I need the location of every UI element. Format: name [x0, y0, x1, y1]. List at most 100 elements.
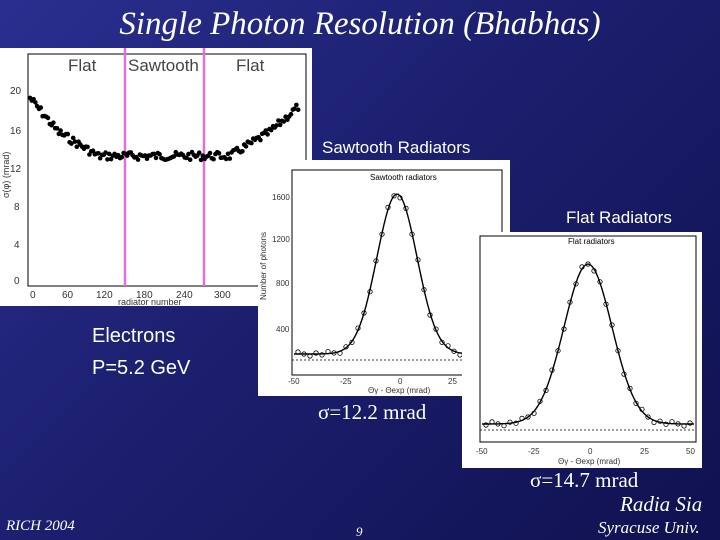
histogram-point [543, 387, 549, 393]
scatter-point [227, 156, 233, 161]
histogram-point [349, 339, 355, 345]
x-axis-label: Θγ - Θexp (mrad) [368, 386, 431, 395]
y-axis-label: Number of photons [259, 232, 268, 300]
scatter-point [277, 122, 283, 128]
footer-page-number: 9 [356, 524, 363, 539]
scatter-point [276, 118, 281, 123]
scatter-point [106, 151, 112, 157]
region-label-flat-left: Flat [68, 56, 97, 75]
scatter-point [274, 123, 279, 128]
fit-curve [482, 263, 694, 425]
y-tick: 1600 [272, 193, 290, 202]
histogram-point [445, 343, 451, 349]
histogram-point [355, 325, 361, 331]
scatter-point [119, 154, 125, 160]
histogram-point [555, 348, 561, 354]
scatter-point [54, 126, 60, 131]
histogram-point [537, 398, 543, 404]
histogram-point [403, 205, 409, 212]
flat-radiators-label: Flat Radiators [566, 208, 672, 227]
histogram-point [433, 326, 439, 332]
histogram-point [651, 419, 657, 425]
electron-caption-line1: Electrons [92, 325, 176, 347]
histogram-point [313, 350, 319, 356]
histogram-point [567, 299, 573, 305]
scatter-point [240, 149, 245, 154]
histogram-point [603, 301, 609, 307]
histogram-point [361, 310, 367, 316]
histogram-point [645, 414, 651, 420]
histogram-point [519, 415, 525, 421]
scatter-point [187, 157, 193, 162]
scatter-point [268, 127, 274, 133]
scatter-point [294, 102, 299, 108]
scatter-point [72, 139, 78, 144]
slide-title: Single Photon Resolution (Bhabhas) [119, 6, 601, 42]
y-tick: 1200 [272, 235, 290, 244]
x-tick: -25 [340, 377, 352, 386]
scatter-point [207, 150, 213, 156]
histogram-point [325, 349, 331, 355]
scatter-point [171, 154, 177, 159]
histogram-point [687, 420, 693, 426]
x-tick: 0 [398, 377, 403, 386]
y-tick: 0 [14, 276, 20, 287]
histogram-point [669, 419, 675, 425]
scatter-point [103, 150, 108, 155]
histogram-point [373, 258, 379, 264]
histogram-point [597, 279, 603, 285]
x-tick: 0 [30, 290, 36, 301]
x-tick: 50 [686, 447, 695, 456]
histogram-point [675, 421, 681, 427]
scatter-point [263, 128, 269, 133]
y-tick: 12 [10, 164, 22, 175]
histogram-points [483, 261, 693, 429]
histogram-point [483, 422, 489, 428]
region-label-sawtooth: Sawtooth [128, 56, 199, 75]
x-tick: -50 [476, 447, 488, 456]
scatter-point [292, 106, 297, 111]
scatter-point [157, 151, 162, 157]
x-tick: 120 [96, 290, 113, 301]
sawtooth-sigma: σ=12.2 mrad [318, 400, 427, 424]
scatter-point [153, 155, 159, 161]
scatter-point [45, 115, 51, 121]
scatter-point [151, 151, 157, 157]
histogram-point [591, 268, 597, 274]
scatter-point [85, 144, 90, 150]
flat-histogram: Flat radiators -50 -25 0 25 50 Θγ - Θexp… [476, 235, 697, 466]
scatter-point [258, 137, 263, 143]
scatter-point [288, 111, 294, 117]
histogram-point [657, 418, 663, 424]
histogram-point [579, 264, 585, 270]
histogram-point [609, 322, 615, 328]
scatter-point [69, 141, 74, 146]
x-tick: -25 [528, 447, 540, 456]
histogram-point [639, 406, 645, 412]
footer-institution: Syracuse Univ. [598, 518, 700, 537]
scatter-point [97, 155, 103, 161]
scatter-point [70, 135, 76, 141]
histogram-point [615, 348, 621, 354]
y-tick: 8 [14, 202, 20, 213]
scatter-point [105, 157, 110, 162]
scatter-point [51, 120, 56, 125]
scatter-point [135, 157, 141, 162]
histogram-point [561, 326, 567, 332]
histogram-point [621, 371, 627, 377]
histogram-point [295, 349, 301, 355]
scatter-point [74, 144, 80, 149]
inset-title: Sawtooth radiators [370, 173, 437, 182]
scatter-point [281, 119, 287, 124]
sawtooth-radiators-label: Sawtooth Radiators [322, 138, 471, 157]
scatter-point [90, 148, 96, 153]
histogram-point [319, 352, 325, 358]
histogram-point [427, 312, 433, 318]
scatter-point [65, 131, 71, 137]
histogram-point [663, 421, 669, 427]
y-tick: 4 [14, 240, 20, 251]
histogram-point [343, 344, 349, 350]
histogram-point [507, 419, 513, 425]
histogram-point [585, 261, 591, 267]
scatter-point [196, 150, 202, 155]
